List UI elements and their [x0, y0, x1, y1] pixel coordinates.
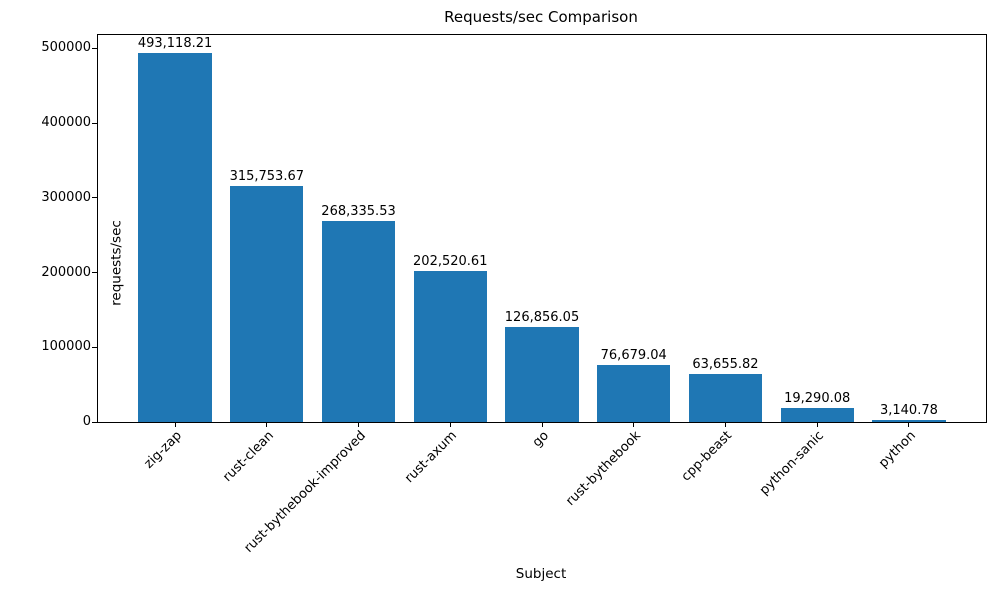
bar	[413, 270, 487, 422]
y-tick-label: 400000	[41, 115, 91, 131]
x-tick-mark	[541, 422, 543, 427]
y-tick-mark	[92, 122, 97, 124]
bar-value-label: 268,335.53	[321, 204, 396, 220]
y-tick-label: 500000	[41, 40, 91, 56]
x-tick-mark	[724, 422, 726, 427]
y-tick-label: 100000	[41, 339, 91, 355]
plot-area: requests/sec 493,118.21 zig-zap 315,753.67…	[41, 34, 987, 556]
y-tick-label: 0	[82, 414, 91, 429]
y-tick-mark	[92, 421, 97, 423]
bar-value-label: 126,856.05	[504, 310, 580, 326]
y-tick-mark	[92, 272, 97, 273]
x-tick-mark	[816, 422, 818, 427]
bar-value-label: 3,140.78	[879, 402, 938, 418]
x-tick-mark	[174, 422, 176, 427]
bar	[780, 407, 854, 422]
x-tick-mark	[266, 422, 268, 427]
bar	[505, 327, 579, 422]
bar	[688, 374, 763, 422]
bar-value-label: 202,520.61	[413, 253, 488, 269]
x-axis-label: Subject	[515, 566, 567, 582]
bar	[230, 185, 304, 422]
bar-value-label: 315,753.67	[229, 168, 304, 184]
x-tick-mark	[358, 422, 360, 427]
y-tick-mark	[92, 197, 97, 199]
y-tick-label: 300000	[41, 189, 91, 205]
bar	[597, 364, 671, 422]
bar	[321, 221, 396, 422]
y-axis-label: requests/sec	[108, 220, 125, 306]
bar-value-label: 19,290.08	[784, 390, 851, 406]
chart-title: Requests/sec Comparison	[444, 8, 638, 26]
bar-value-label: 493,118.21	[137, 36, 213, 52]
bar	[872, 419, 946, 422]
y-tick-mark	[92, 346, 97, 348]
x-tick-mark	[908, 422, 910, 427]
x-tick-mark	[449, 422, 451, 427]
bar-value-label: 76,679.04	[600, 347, 667, 363]
bar	[138, 53, 212, 422]
bar-value-label: 63,655.82	[692, 357, 759, 373]
y-tick-mark	[92, 47, 97, 49]
y-tick-label: 200000	[41, 264, 91, 280]
x-tick-mark	[633, 422, 635, 427]
